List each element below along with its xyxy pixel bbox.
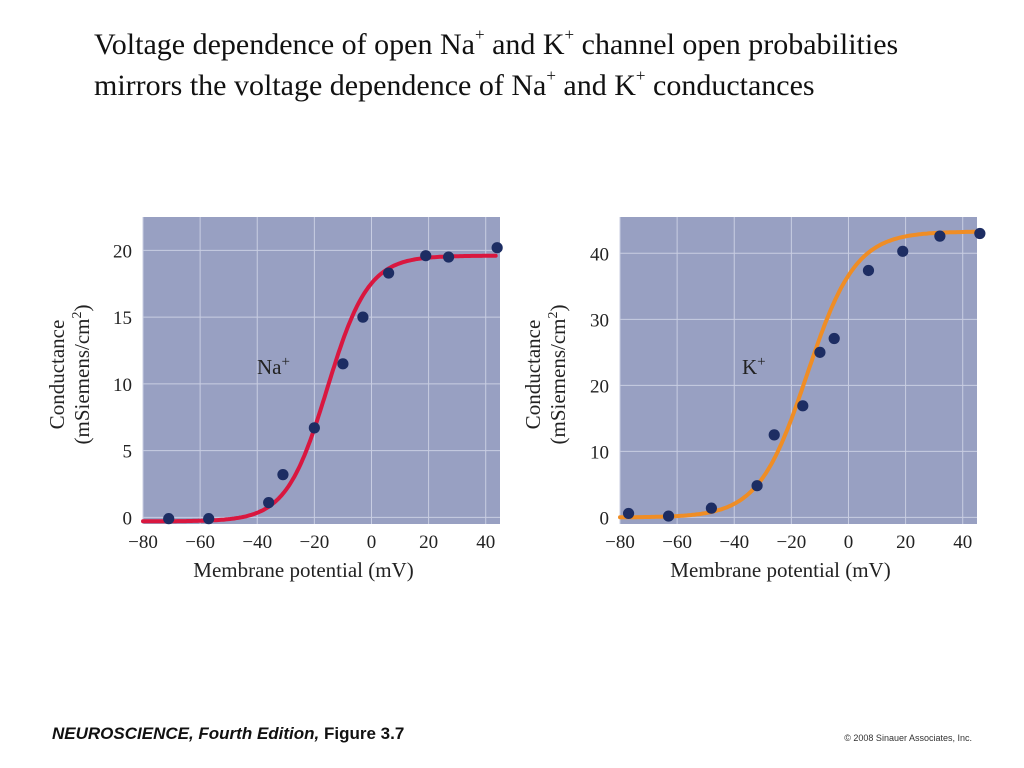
na-x-tick-label: −20 (300, 532, 330, 553)
k-y-axis-unit: (mSiemens/cm (546, 319, 570, 445)
k-y-axis-unit-exponent: 2 (546, 312, 561, 319)
k-x-axis-label: Membrane potential (mV) (670, 558, 890, 582)
k-y-axis-label: Conductance (mSiemens/cm2) (521, 305, 570, 445)
na-y-axis-label-line2: (mSiemens/cm2) (70, 305, 94, 445)
k-x-tick-label: −80 (605, 532, 635, 553)
k-data-point (828, 332, 840, 345)
k-fit-curve (618, 229, 979, 520)
na-data-point (491, 242, 503, 254)
na-ion-annotation: Na+ (257, 354, 290, 379)
na-x-tick-label: 0 (367, 532, 377, 553)
na-x-tick-label: −80 (128, 532, 158, 553)
k-data-point (934, 230, 946, 242)
na-y-axis-label-line1: Conductance (45, 320, 69, 430)
k-y-tick-label: 40 (590, 244, 609, 265)
na-x-tick-label: 40 (476, 532, 495, 553)
title-text-1: Voltage dependence of open Na (94, 28, 475, 61)
na-data-point (203, 513, 215, 525)
na-data-point (308, 422, 320, 434)
k-ion-charge: + (757, 354, 765, 370)
na-data-point (420, 250, 432, 262)
k-data-point (751, 480, 763, 492)
na-y-axis-unit: (mSiemens/cm (70, 319, 94, 445)
slide-title: Voltage dependence of open Na+ and K+ ch… (94, 24, 974, 106)
title-sup-3: + (546, 66, 556, 85)
na-x-axis-label: Membrane potential (mV) (193, 558, 413, 582)
title-text-2: and K (484, 28, 565, 61)
k-x-tick-label: −20 (777, 532, 807, 553)
figure-credit: NEUROSCIENCE, Fourth Edition, Figure 3.7 (52, 724, 404, 744)
na-data-point (337, 358, 349, 370)
k-data-point (797, 400, 809, 412)
na-x-tick-label: 20 (419, 532, 438, 553)
na-data-point (442, 251, 455, 263)
na-x-tick-label: −60 (185, 532, 215, 553)
na-y-axis-label: Conductance (mSiemens/cm2) (45, 305, 94, 445)
k-y-tick-label: 30 (590, 310, 609, 331)
na-ion-charge: + (282, 354, 290, 370)
k-data-point (662, 510, 675, 522)
title-text-5: conductances (645, 69, 815, 102)
k-data-point (814, 346, 826, 358)
na-fit-curve (141, 253, 498, 524)
na-y-axis-unit-close: ) (70, 305, 94, 312)
na-plot-area (143, 217, 500, 524)
na-data-point (163, 513, 175, 525)
k-x-tick-label: 20 (896, 532, 915, 553)
k-y-axis-label-line2: (mSiemens/cm2) (546, 305, 570, 445)
k-data-point (862, 264, 875, 277)
na-ion-name: Na (257, 355, 282, 379)
k-x-tick-label: −60 (662, 532, 692, 553)
na-data-point (263, 497, 275, 509)
k-y-axis-unit-close: ) (546, 305, 570, 312)
title-sup-4: + (635, 66, 646, 85)
title-text-3: channel open probabilities mirrors the v… (94, 28, 899, 102)
na-y-tick-label: 10 (113, 375, 132, 396)
k-plot-area (620, 217, 977, 524)
k-data-point (974, 227, 986, 240)
na-y-tick-label: 15 (113, 308, 132, 329)
k-ion-name: K (742, 355, 757, 379)
k-y-tick-label: 10 (590, 442, 609, 463)
na-data-point (357, 311, 369, 323)
k-x-tick-label: 0 (844, 532, 854, 553)
k-x-tick-label: −40 (719, 532, 749, 553)
na-y-tick-label: 5 (123, 442, 133, 463)
k-data-point (622, 507, 635, 520)
title-sup-1: + (474, 25, 485, 44)
title-sup-2: + (564, 25, 575, 44)
title-text-4: and K (555, 69, 636, 102)
k-y-axis-label-line1: Conductance (521, 320, 545, 430)
na-data-point (277, 469, 289, 481)
na-y-axis-unit-exponent: 2 (70, 312, 85, 319)
k-y-tick-label: 0 (600, 508, 610, 529)
k-data-point (897, 245, 909, 257)
na-y-tick-label: 20 (113, 241, 132, 262)
k-data-point (705, 502, 717, 514)
k-ion-annotation: K+ (742, 354, 766, 379)
na-y-tick-label: 0 (123, 508, 133, 529)
copyright-notice: © 2008 Sinauer Associates, Inc. (844, 733, 972, 743)
na-data-point (383, 267, 395, 279)
k-y-tick-label: 20 (590, 376, 609, 397)
na-x-tick-label: −40 (242, 532, 272, 553)
k-data-point (768, 429, 780, 441)
k-x-tick-label: 40 (953, 532, 972, 553)
book-title: NEUROSCIENCE, Fourth Edition, (52, 724, 320, 743)
figure-number: Figure 3.7 (319, 724, 405, 743)
